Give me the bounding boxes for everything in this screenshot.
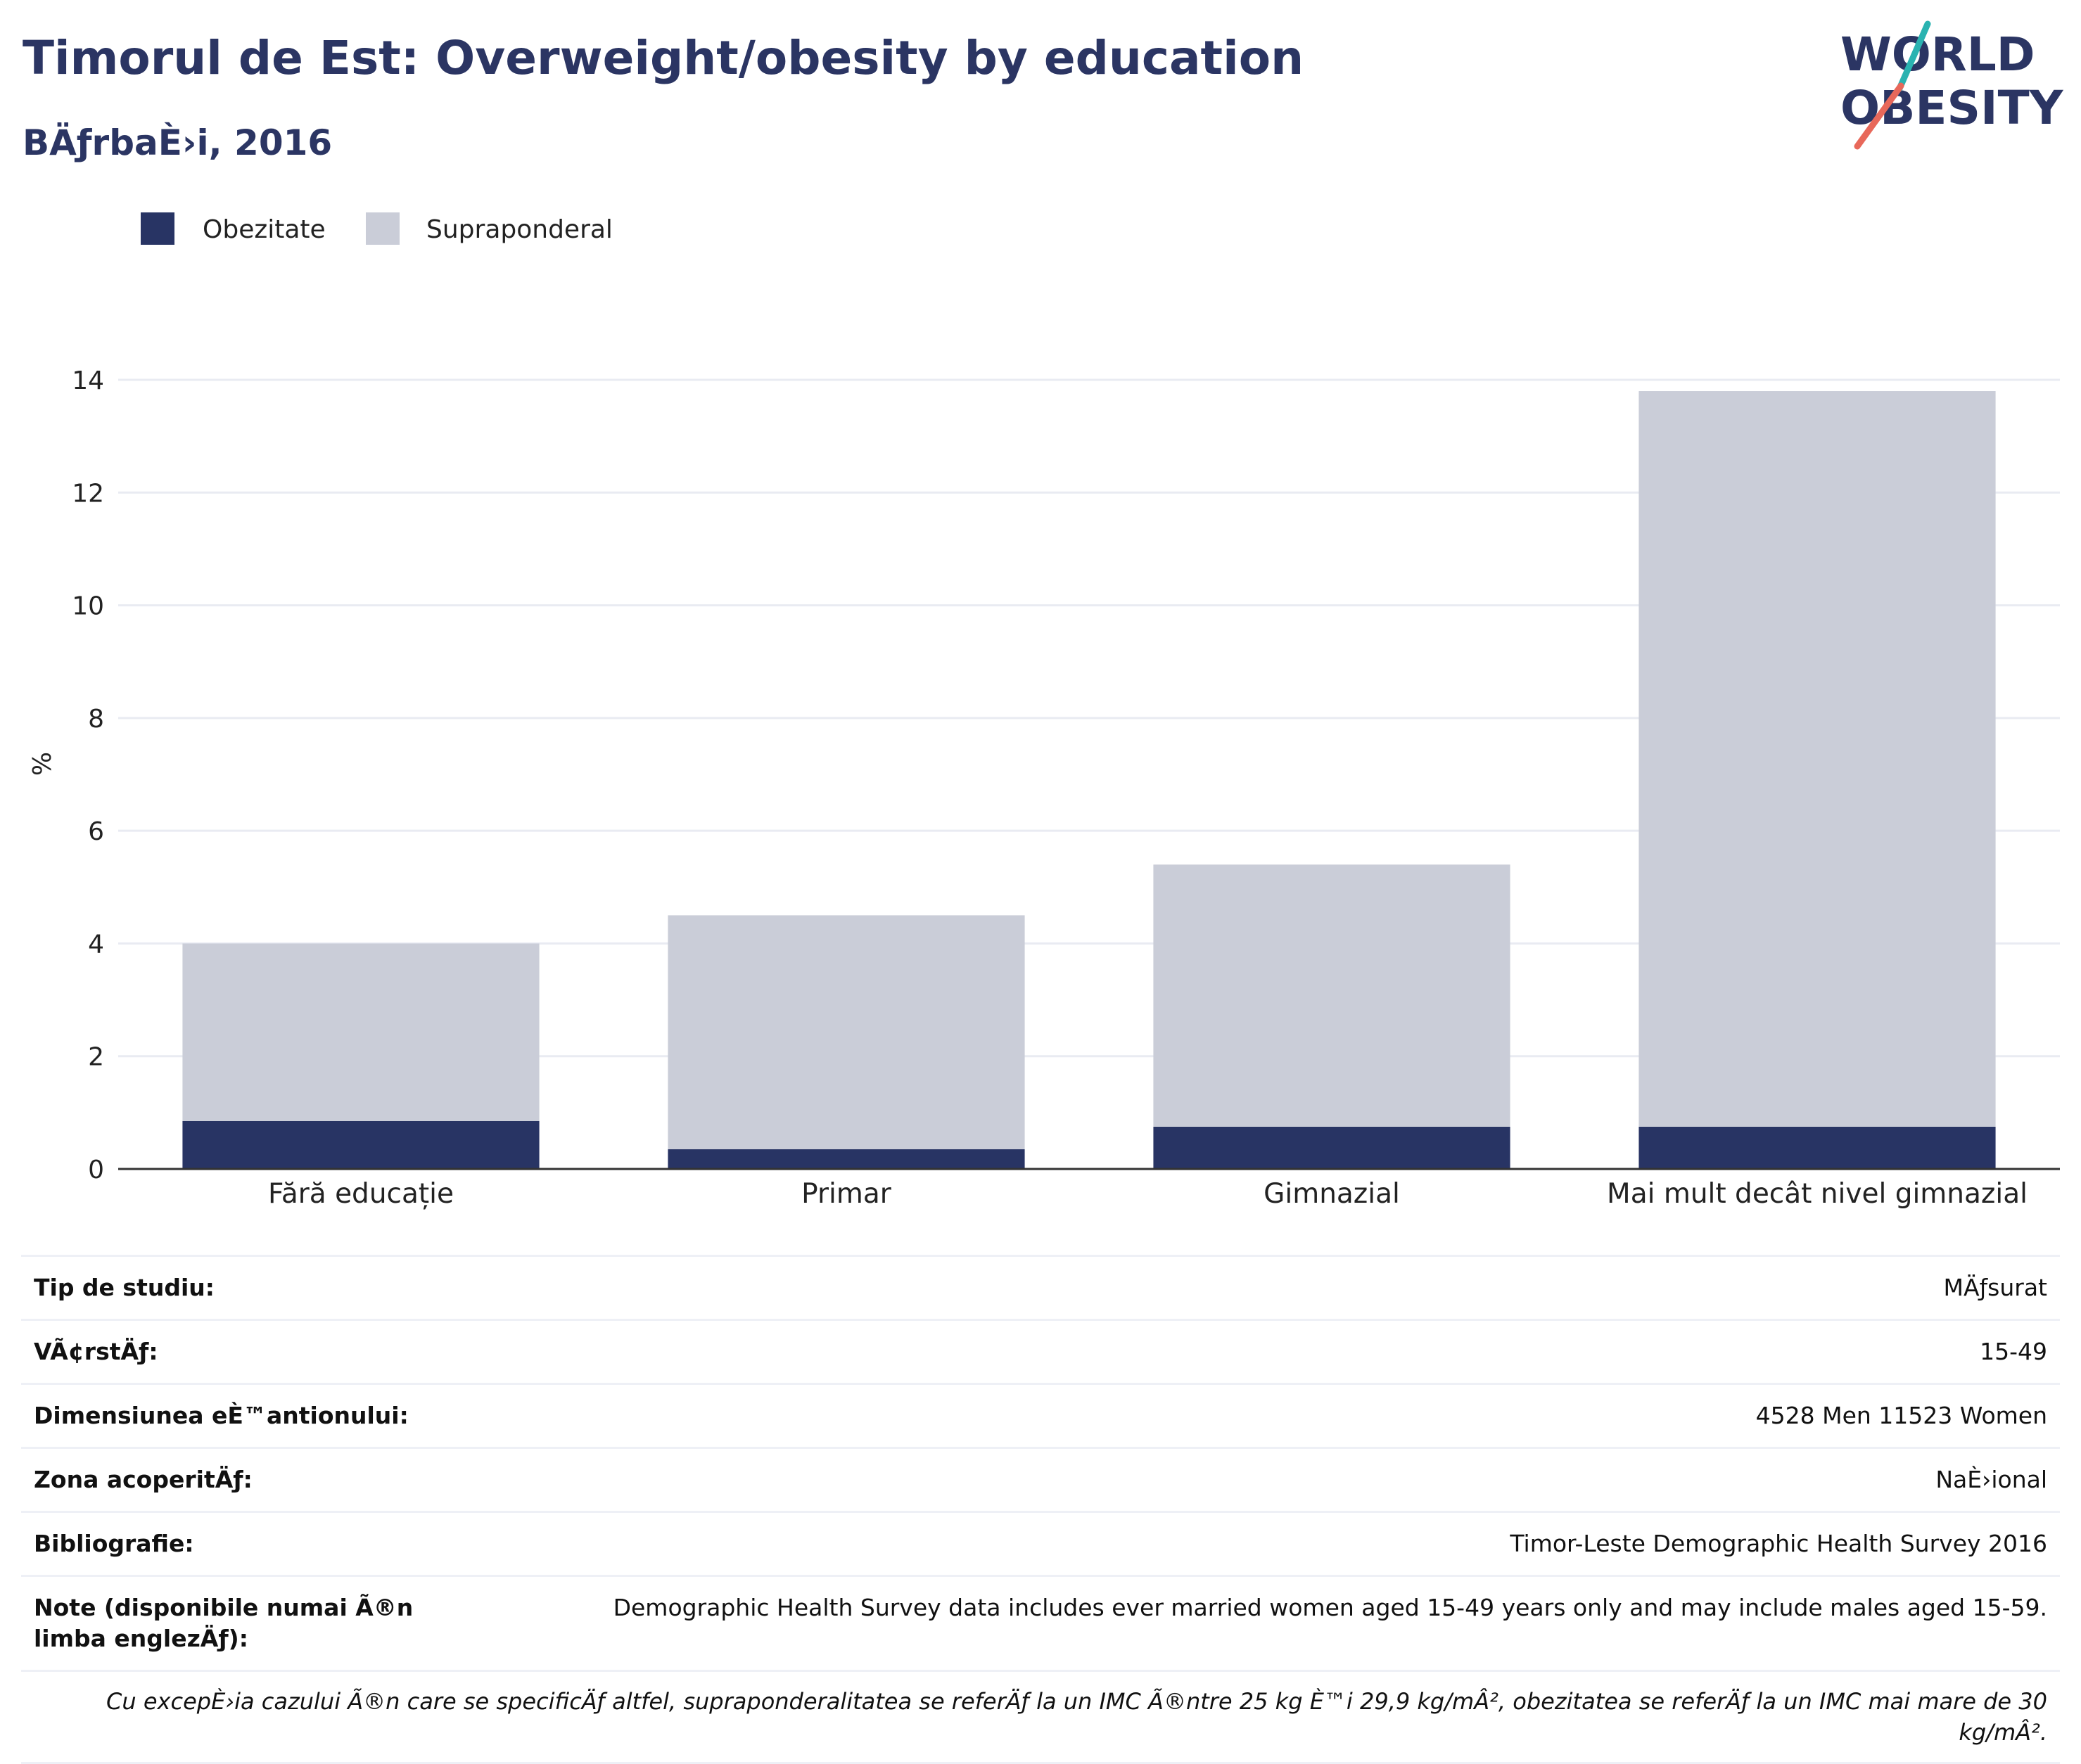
info-value: NaÈ›ional — [1935, 1466, 2047, 1493]
page-subtitle: BÄƒrbaÈ›i, 2016 — [23, 122, 333, 163]
info-row-notes: Note (disponibile numai Ã®n limba englez… — [21, 1575, 2060, 1670]
y-tick-label: 6 — [88, 817, 104, 846]
info-value: 15-49 — [1980, 1338, 2047, 1365]
y-tick-label: 4 — [88, 930, 104, 959]
logo-text-obesity: OBESITY — [1840, 81, 2064, 135]
legend-swatch-overweight — [366, 212, 400, 245]
info-table: Tip de studiu: MÄƒsurat VÃ¢rstÄƒ: 15-49 … — [21, 1255, 2060, 1764]
world-obesity-logo: WORLD OBESITY — [1840, 20, 2064, 150]
info-row-age: VÃ¢rstÄƒ: 15-49 — [21, 1319, 2060, 1383]
bar-overweight — [668, 915, 1025, 1149]
logo-slash-coral — [1854, 82, 1904, 150]
info-value: 4528 Men 11523 Women — [1755, 1402, 2047, 1429]
y-axis-title: % — [28, 752, 57, 776]
info-key: Bibliografie: — [34, 1530, 194, 1557]
bar-obesity — [1153, 1126, 1510, 1169]
logo-text-world: WORLD — [1840, 27, 2035, 82]
bar-overweight — [1153, 864, 1510, 1127]
info-value: Timor-Leste Demographic Health Survey 20… — [1510, 1530, 2047, 1557]
y-tick-label: 0 — [88, 1156, 104, 1184]
y-tick-label: 10 — [72, 592, 104, 621]
chart-legend: Obezitate Supraponderal — [141, 212, 613, 245]
bar-obesity — [668, 1149, 1025, 1169]
logo-slash-teal — [1896, 20, 1931, 92]
legend-label-overweight: Supraponderal — [426, 215, 613, 244]
legend-label-obesity: Obezitate — [203, 215, 326, 244]
info-key: Tip de studiu: — [34, 1274, 215, 1301]
x-tick-label: Mai mult decât nivel gimnazial — [1607, 1178, 2028, 1210]
y-tick-label: 12 — [72, 479, 104, 508]
info-key: Dimensiunea eÈ™antionului: — [34, 1402, 409, 1429]
info-value: Demographic Health Survey data includes … — [613, 1594, 2047, 1621]
bar-obesity — [1638, 1126, 1996, 1169]
info-row-bibliography: Bibliografie: Timor-Leste Demographic He… — [21, 1511, 2060, 1575]
info-value: MÄƒsurat — [1943, 1274, 2047, 1301]
y-tick-label: 8 — [88, 705, 104, 734]
x-tick-label: Primar — [801, 1178, 892, 1210]
bar-obesity — [182, 1120, 540, 1169]
footnote: Cu excepÈ›ia cazului Ã®n care se specifi… — [21, 1670, 2060, 1764]
bar-overweight — [1638, 391, 1996, 1127]
info-row-study-type: Tip de studiu: MÄƒsurat — [21, 1255, 2060, 1319]
info-key: Zona acoperitÄƒ: — [34, 1466, 253, 1493]
bar-overweight — [182, 943, 540, 1121]
y-tick-label: 2 — [88, 1043, 104, 1072]
info-row-sample-size: Dimensiunea eÈ™antionului: 4528 Men 1152… — [21, 1383, 2060, 1447]
y-tick-label: 14 — [72, 366, 104, 395]
info-row-area: Zona acoperitÄƒ: NaÈ›ional — [21, 1447, 2060, 1511]
legend-swatch-obesity — [141, 212, 174, 245]
info-key: Note (disponibile numai Ã®n limba englez… — [34, 1594, 414, 1652]
x-tick-label: Gimnazial — [1264, 1178, 1400, 1210]
page-title: Timorul de Est: Overweight/obesity by ed… — [23, 31, 1304, 85]
x-tick-label: Fără educație — [268, 1178, 454, 1210]
info-key: VÃ¢rstÄƒ: — [34, 1338, 158, 1365]
bar-chart: Obezitate Supraponderal 0 2 4 6 8 10 12 14 Fără … — [28, 212, 2060, 1210]
